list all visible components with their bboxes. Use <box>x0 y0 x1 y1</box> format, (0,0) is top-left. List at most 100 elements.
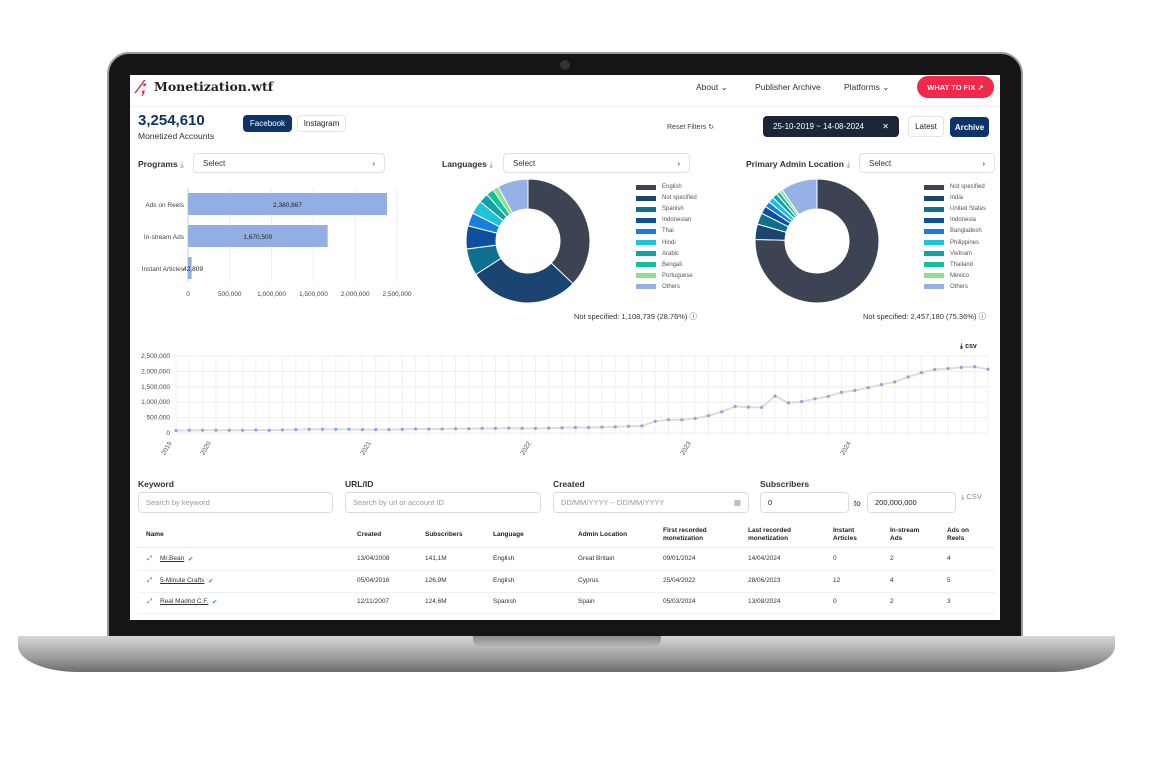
donut-slice-others <box>781 178 818 216</box>
legend-swatch <box>636 262 656 268</box>
table-cell: 3 <box>947 598 951 605</box>
legend-item[interactable]: Bangladesh <box>924 228 982 234</box>
legend-item[interactable]: Indonesian <box>636 217 691 223</box>
languages-not-specified-note: Not specified: 1,108,739 (28.76%) ⓘ <box>574 311 697 322</box>
table-row[interactable] <box>138 572 995 593</box>
expand-icon[interactable]: ⤢ <box>147 598 153 605</box>
legend-swatch <box>924 217 944 223</box>
languages-select[interactable]: Select › <box>503 153 690 173</box>
created-date-input[interactable]: DD/MM/YYYY ~ DD/MM/YYYY ▦ <box>553 492 749 513</box>
legend-label: India <box>950 195 964 202</box>
verified-icon: ✔ <box>212 599 218 606</box>
clear-icon[interactable]: ✕ <box>882 122 889 131</box>
legend-swatch <box>924 273 944 279</box>
table-csv-button[interactable]: ⤓ CSV <box>961 492 982 502</box>
legend-item[interactable]: Arabic <box>636 251 679 257</box>
reset-filters-button[interactable]: Reset Filters ↻ <box>667 123 714 131</box>
data-point <box>400 427 404 431</box>
data-point <box>240 428 245 432</box>
download-icon[interactable]: ⤓ <box>489 159 494 169</box>
account-name-link[interactable]: 5-Minute Crafts <box>160 576 205 584</box>
legend-item[interactable]: Philippines <box>924 240 979 246</box>
legend-item[interactable]: Indonesia <box>924 217 976 223</box>
monetized-label: Monetized Accounts <box>138 131 215 141</box>
download-icon[interactable]: ⤓ <box>180 159 184 169</box>
column-header[interactable]: Subscribers <box>425 531 463 538</box>
keyword-input[interactable]: Search by keyword <box>138 492 333 513</box>
legend-item[interactable]: Others <box>636 284 680 290</box>
line-csv-button[interactable]: ⤓ csv <box>960 343 977 351</box>
legend-swatch <box>924 251 944 257</box>
url-input[interactable]: Search by url or account ID <box>345 492 541 513</box>
legend-item[interactable]: English <box>636 184 682 190</box>
data-point <box>600 425 604 429</box>
date-range-filter[interactable]: 25-10-2019 ~ 14-08-2024 ✕ <box>763 116 899 137</box>
admin-location-select[interactable]: Select › <box>859 153 995 173</box>
table-row[interactable] <box>138 550 995 571</box>
tab-instagram[interactable]: Instagram <box>297 115 346 132</box>
programs-select[interactable]: Select › <box>193 153 385 173</box>
legend-item[interactable]: Mexico <box>924 273 969 279</box>
column-header[interactable]: In-stream Ads <box>890 527 920 542</box>
data-point <box>320 427 325 431</box>
data-point <box>174 428 178 433</box>
column-header[interactable]: Last recorded monetization <box>748 527 791 542</box>
table-cell: Great Britain <box>578 555 615 562</box>
data-point <box>254 428 258 432</box>
logo-text[interactable]: Monetization.wtf <box>154 79 274 94</box>
data-point <box>201 428 205 432</box>
archive-button[interactable]: Archive <box>950 117 989 137</box>
download-icon[interactable]: ⤓ <box>846 159 851 169</box>
table-row[interactable] <box>138 593 995 614</box>
column-header[interactable]: Admin Location <box>578 531 628 538</box>
column-header[interactable]: Created <box>357 531 382 538</box>
legend-item[interactable]: United States <box>924 206 986 212</box>
nav-about[interactable]: About ⌄ <box>696 82 728 93</box>
nav-publisher-archive[interactable]: Publisher Archive <box>755 82 821 92</box>
legend-item[interactable]: Bengali <box>636 262 682 268</box>
legend-label: Not specified <box>950 184 985 190</box>
legend-item[interactable]: Not specified <box>924 184 985 190</box>
languages-title-text: Languages <box>442 159 487 169</box>
data-point <box>813 397 817 401</box>
tab-facebook[interactable]: Facebook <box>243 115 292 132</box>
legend-item[interactable]: Vietnam <box>924 251 972 257</box>
column-header[interactable]: Ads on Reels <box>947 527 970 542</box>
expand-icon[interactable]: ⤢ <box>147 555 153 562</box>
legend-item[interactable]: Portuguese <box>636 273 693 279</box>
legend-label: English <box>662 184 682 190</box>
account-name-link[interactable]: Mr.Bean <box>160 555 185 562</box>
info-icon[interactable]: ⓘ <box>978 312 987 321</box>
account-name-link[interactable]: Real Madrid C.F. <box>160 598 209 605</box>
subscribers-min-input[interactable]: 0 <box>760 492 849 513</box>
data-point <box>427 427 431 431</box>
bar-ads-on-reels <box>188 193 388 215</box>
column-header[interactable]: Language <box>493 531 524 538</box>
info-icon[interactable]: ⓘ <box>689 312 698 321</box>
legend-item[interactable]: Spanish <box>636 206 684 212</box>
column-header[interactable]: First recorded monetization <box>663 527 707 542</box>
data-point <box>720 410 724 414</box>
legend-item[interactable]: Thailand <box>924 262 973 268</box>
category-label: Instant Articles <box>142 266 185 273</box>
keyword-label: Keyword <box>138 479 174 489</box>
subscribers-max-input[interactable]: 200,000,000 <box>867 492 956 513</box>
column-header[interactable]: Instant Articles <box>833 527 857 542</box>
legend-item[interactable]: Hindi <box>636 240 676 246</box>
latest-button[interactable]: Latest <box>908 116 944 137</box>
legend-item[interactable]: India <box>924 195 963 201</box>
x-tick-label: 1,000,000 <box>257 291 286 298</box>
legend-item[interactable]: Not specified <box>636 195 697 201</box>
data-point <box>986 367 990 371</box>
legend-item[interactable]: Others <box>924 284 968 290</box>
x-tick-label: 0 <box>186 291 190 298</box>
column-header[interactable]: Name <box>146 531 164 538</box>
data-point <box>414 427 418 431</box>
table-cell: Cyprus <box>578 576 599 584</box>
expand-icon[interactable]: ⤢ <box>147 576 153 584</box>
x-tick-label: 1,500,000 <box>299 291 328 298</box>
table-cell: 0 <box>833 598 837 605</box>
legend-item[interactable]: Thai <box>636 228 674 234</box>
what-to-fix-button[interactable]: WHAT TO FIX ↗ <box>917 76 994 98</box>
nav-platforms[interactable]: Platforms ⌄ <box>844 82 889 93</box>
